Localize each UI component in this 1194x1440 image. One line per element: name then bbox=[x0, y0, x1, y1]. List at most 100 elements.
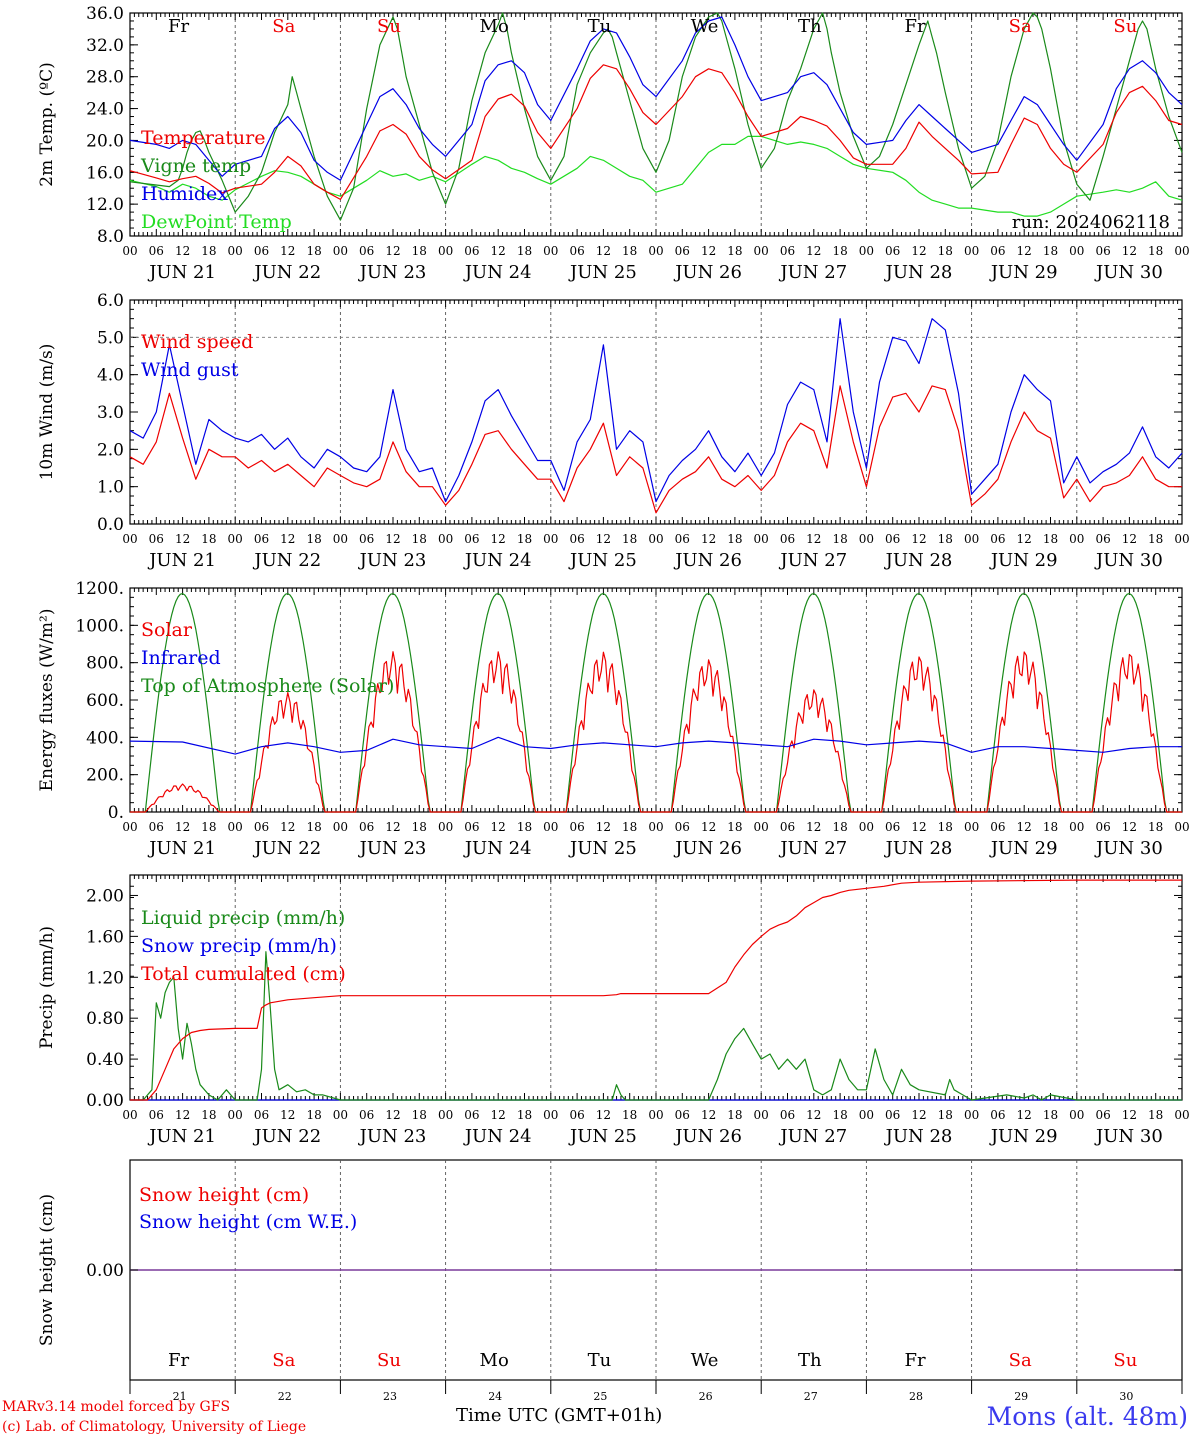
hour-tick-label: 06 bbox=[1095, 820, 1110, 834]
hour-tick-label: 00 bbox=[648, 532, 663, 546]
date-label: JUN 23 bbox=[358, 262, 427, 283]
y-tick-label: 0. bbox=[108, 803, 124, 823]
hour-tick-label: 00 bbox=[228, 820, 243, 834]
run-annotation: run: 2024062118 bbox=[1012, 212, 1170, 233]
hour-tick-label: 18 bbox=[201, 1108, 216, 1122]
hour-tick-label: 00 bbox=[122, 244, 137, 258]
date-label: JUN 26 bbox=[673, 1126, 742, 1147]
day-number-label: 28 bbox=[909, 1390, 923, 1403]
hour-tick-label: 12 bbox=[1017, 532, 1032, 546]
hour-tick-label: 12 bbox=[385, 820, 400, 834]
day-number-label: 27 bbox=[804, 1390, 818, 1403]
weekday-label: Su bbox=[377, 16, 401, 37]
hour-tick-label: 18 bbox=[832, 1108, 847, 1122]
legend-entry: Temperature bbox=[141, 127, 265, 149]
date-label: JUN 29 bbox=[989, 262, 1058, 283]
series-line bbox=[129, 16, 1183, 181]
hour-tick-label: 12 bbox=[911, 244, 926, 258]
hour-tick-label: 00 bbox=[438, 532, 453, 546]
hour-tick-label: 12 bbox=[911, 1108, 926, 1122]
hour-tick-label: 12 bbox=[806, 820, 821, 834]
hour-tick-label: 00 bbox=[1069, 532, 1084, 546]
legend-entry: Humidex bbox=[141, 183, 228, 205]
hour-tick-label: 18 bbox=[517, 244, 532, 258]
hour-tick-label: 12 bbox=[385, 244, 400, 258]
hour-tick-label: 06 bbox=[990, 1108, 1005, 1122]
hour-tick-label: 06 bbox=[780, 244, 795, 258]
hour-tick-label: 12 bbox=[911, 820, 926, 834]
hour-tick-label: 06 bbox=[990, 244, 1005, 258]
hour-tick-label: 18 bbox=[517, 820, 532, 834]
weekday-label: Fr bbox=[904, 1350, 925, 1371]
hour-tick-label: 12 bbox=[1122, 532, 1137, 546]
hour-tick-label: 06 bbox=[569, 244, 584, 258]
hour-tick-label: 06 bbox=[1095, 244, 1110, 258]
y-tick-label: 32.0 bbox=[86, 36, 124, 56]
hour-tick-label: 00 bbox=[964, 532, 979, 546]
y-tick-label: 200. bbox=[86, 766, 124, 786]
hour-tick-label: 00 bbox=[859, 532, 874, 546]
hour-tick-label: 06 bbox=[464, 532, 479, 546]
hour-tick-label: 06 bbox=[464, 1108, 479, 1122]
hour-tick-label: 00 bbox=[1069, 1108, 1084, 1122]
date-label: JUN 21 bbox=[147, 262, 216, 283]
date-label: JUN 27 bbox=[778, 1126, 847, 1147]
hour-tick-label: 18 bbox=[1043, 820, 1058, 834]
date-label: JUN 22 bbox=[252, 838, 321, 859]
weekday-label: Sa bbox=[272, 1350, 295, 1371]
legend-entry: Snow height (cm) bbox=[139, 1184, 309, 1206]
y-tick-label: 1.0 bbox=[97, 478, 124, 498]
y-axis-title: Precip (mm/h) bbox=[37, 926, 57, 1049]
hour-tick-label: 12 bbox=[491, 1108, 506, 1122]
series-line bbox=[129, 318, 1183, 503]
hour-tick-label: 06 bbox=[569, 532, 584, 546]
hour-tick-label: 12 bbox=[596, 244, 611, 258]
weekday-label: Su bbox=[1113, 1350, 1137, 1371]
hour-tick-label: 00 bbox=[122, 532, 137, 546]
weekday-label: Mo bbox=[480, 1350, 509, 1371]
date-label: JUN 22 bbox=[252, 550, 321, 571]
hour-tick-label: 06 bbox=[990, 532, 1005, 546]
date-label: JUN 24 bbox=[463, 262, 532, 283]
hour-tick-label: 12 bbox=[280, 820, 295, 834]
hour-tick-label: 06 bbox=[149, 532, 164, 546]
weekday-label: Fr bbox=[168, 16, 189, 37]
hour-tick-label: 06 bbox=[359, 244, 374, 258]
weekday-label: Tu bbox=[588, 1350, 612, 1371]
hour-tick-label: 18 bbox=[832, 532, 847, 546]
hour-tick-label: 12 bbox=[491, 820, 506, 834]
legend-entry: Top of Atmosphere (Solar) bbox=[141, 675, 394, 697]
legend-entry: Vigne temp bbox=[140, 155, 251, 177]
weekday-label: Th bbox=[798, 1350, 822, 1371]
hour-tick-label: 18 bbox=[727, 820, 742, 834]
series-line bbox=[130, 951, 1182, 1101]
y-axis-title: Snow height (cm) bbox=[37, 1194, 57, 1346]
weekday-label: Su bbox=[377, 1350, 401, 1371]
hour-tick-label: 06 bbox=[675, 1108, 690, 1122]
series-line bbox=[129, 64, 1183, 200]
date-label: JUN 24 bbox=[463, 550, 532, 571]
hour-tick-label: 12 bbox=[1122, 244, 1137, 258]
legend-entry: DewPoint Temp bbox=[141, 211, 292, 233]
weekday-label: Tu bbox=[588, 16, 612, 37]
hour-tick-label: 18 bbox=[412, 820, 427, 834]
hour-tick-label: 06 bbox=[569, 1108, 584, 1122]
hour-tick-label: 12 bbox=[596, 532, 611, 546]
y-tick-label: 8.0 bbox=[97, 227, 124, 247]
hour-tick-label: 00 bbox=[543, 244, 558, 258]
weekday-label: Sa bbox=[1009, 1350, 1032, 1371]
date-label: JUN 29 bbox=[989, 838, 1058, 859]
hour-tick-label: 06 bbox=[569, 820, 584, 834]
weekday-label: Fr bbox=[168, 1350, 189, 1371]
legend-entry: Snow precip (mm/h) bbox=[141, 935, 337, 957]
date-label: JUN 25 bbox=[568, 262, 637, 283]
hour-tick-label: 18 bbox=[727, 1108, 742, 1122]
y-tick-label: 20.0 bbox=[86, 131, 124, 151]
hour-tick-label: 12 bbox=[911, 532, 926, 546]
hour-tick-label: 00 bbox=[543, 1108, 558, 1122]
hour-tick-label: 06 bbox=[149, 1108, 164, 1122]
hour-tick-label: 18 bbox=[832, 820, 847, 834]
hour-tick-label: 00 bbox=[859, 820, 874, 834]
y-tick-label: 0.00 bbox=[86, 1091, 124, 1111]
